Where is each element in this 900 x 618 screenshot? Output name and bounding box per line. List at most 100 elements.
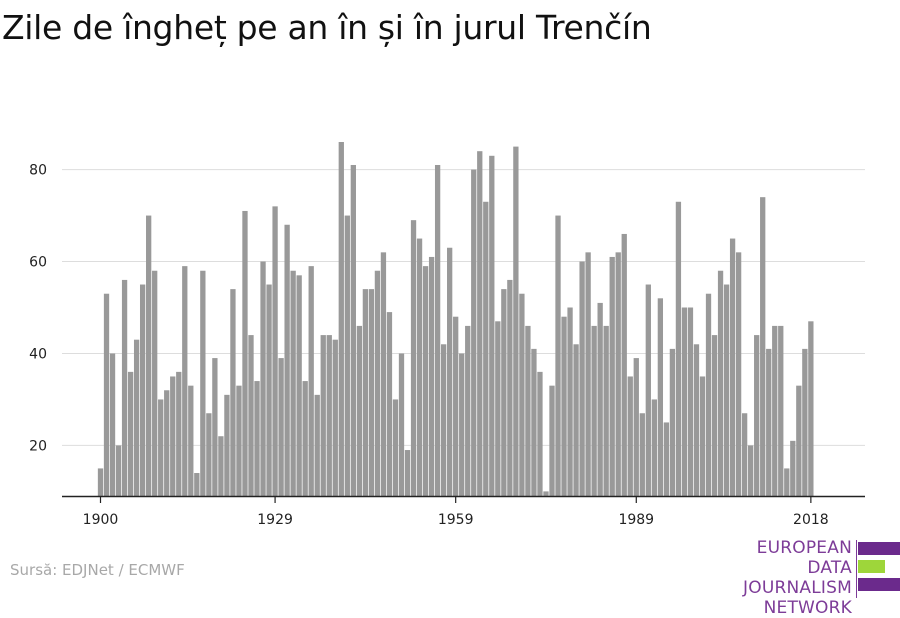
bar-1994[interactable] [663,422,670,496]
bar-1901[interactable] [103,293,110,496]
bar-2002[interactable] [711,335,718,496]
bar-1952[interactable] [410,220,417,496]
bar-1937[interactable] [320,335,326,496]
bar-1911[interactable] [164,390,170,496]
bar-1918[interactable] [206,413,212,496]
bar-1983[interactable] [597,302,603,496]
bar-1975[interactable] [549,385,555,496]
bar-1935[interactable] [308,266,314,496]
bar-1979[interactable] [573,344,579,496]
bar-1991[interactable] [645,284,651,496]
bar-1917[interactable] [200,270,206,496]
bar-1978[interactable] [567,307,573,496]
bar-1959[interactable] [453,316,459,496]
bar-1977[interactable] [561,316,567,496]
bar-1973[interactable] [537,371,543,496]
bar-2010[interactable] [760,197,766,497]
bar-1929[interactable] [272,206,278,497]
bar-1980[interactable] [579,261,585,496]
bar-1922[interactable] [230,289,236,496]
bar-1944[interactable] [362,289,369,496]
bar-2004[interactable] [723,284,730,496]
bar-1913[interactable] [176,371,182,496]
bar-1963[interactable] [477,151,483,496]
bar-1974[interactable] [543,491,549,496]
bar-1932[interactable] [290,270,296,496]
bar-1934[interactable] [302,381,308,496]
bar-1912[interactable] [170,376,176,496]
bar-2018[interactable] [808,321,814,496]
bar-1945[interactable] [368,289,375,496]
bar-1982[interactable] [591,325,597,496]
bar-1962[interactable] [471,169,477,496]
bar-2006[interactable] [735,252,742,496]
bar-2013[interactable] [778,325,784,496]
bar-1927[interactable] [260,261,266,496]
bar-1905[interactable] [127,371,134,496]
bar-1921[interactable] [224,394,230,496]
bar-2000[interactable] [699,376,706,496]
bar-1914[interactable] [182,266,188,496]
bar-2012[interactable] [772,325,778,496]
bar-1955[interactable] [428,256,435,496]
bar-1981[interactable] [585,252,591,496]
bar-1919[interactable] [212,358,218,496]
bar-2017[interactable] [802,348,808,496]
bar-1993[interactable] [657,298,664,496]
bar-1916[interactable] [194,473,200,496]
bar-1926[interactable] [254,381,260,496]
bar-1938[interactable] [326,335,332,496]
bar-1949[interactable] [392,399,399,496]
bar-1967[interactable] [501,289,507,496]
bar-1972[interactable] [531,348,537,496]
bar-1902[interactable] [109,353,116,496]
bar-1998[interactable] [687,307,694,496]
bar-1999[interactable] [693,344,700,496]
bar-1954[interactable] [422,266,429,496]
bar-1995[interactable] [669,348,676,496]
bar-1936[interactable] [314,394,320,496]
edjnet-logo[interactable]: EUROPEAN DATA JOURNALISM NETWORK [700,538,900,618]
bar-1970[interactable] [519,293,525,496]
bar-1968[interactable] [507,279,513,496]
bar-1985[interactable] [609,256,615,496]
bar-1928[interactable] [266,284,272,496]
bar-1900[interactable] [97,468,104,496]
bar-1933[interactable] [296,275,302,496]
bar-1910[interactable] [158,399,164,496]
bar-1986[interactable] [615,252,621,496]
bar-1943[interactable] [356,325,363,496]
bar-1961[interactable] [465,325,471,496]
bar-1969[interactable] [513,146,519,496]
bar-1915[interactable] [188,385,194,496]
bar-2003[interactable] [717,270,724,496]
bar-1971[interactable] [525,325,531,496]
bar-2005[interactable] [729,238,736,497]
bar-2014[interactable] [784,468,790,496]
bar-1958[interactable] [447,247,453,496]
bar-1925[interactable] [248,335,254,496]
bar-2011[interactable] [766,348,772,496]
bar-1942[interactable] [350,164,356,497]
bar-1909[interactable] [152,270,158,496]
bar-1947[interactable] [380,252,387,496]
bar-1950[interactable] [398,353,405,496]
bar-1988[interactable] [627,376,633,496]
bar-1908[interactable] [146,215,152,496]
bar-2008[interactable] [748,445,754,496]
bar-1989[interactable] [633,358,639,496]
bar-1906[interactable] [133,339,140,496]
bar-2015[interactable] [790,440,796,496]
bar-1996[interactable] [675,201,682,496]
bar-2007[interactable] [741,413,748,496]
bar-1984[interactable] [603,325,609,496]
bar-1923[interactable] [236,385,242,496]
bar-1987[interactable] [621,233,627,496]
bar-1964[interactable] [483,201,489,496]
bar-1940[interactable] [338,142,344,496]
bar-1956[interactable] [434,164,441,497]
bar-2016[interactable] [796,385,802,496]
bar-1990[interactable] [639,413,645,496]
bar-1920[interactable] [218,436,224,496]
bar-1960[interactable] [459,353,465,496]
